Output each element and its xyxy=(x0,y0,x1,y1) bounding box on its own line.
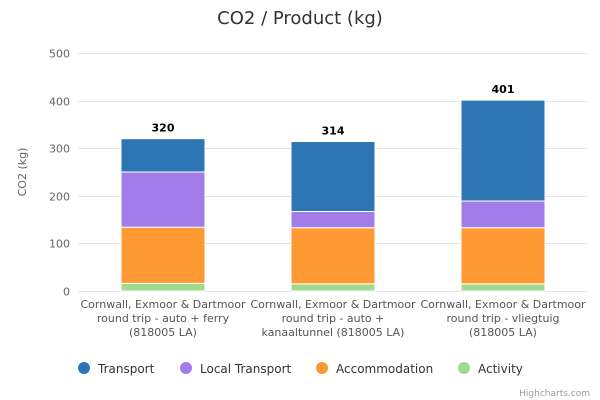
legend-marker xyxy=(458,362,470,374)
bar-activity[interactable] xyxy=(120,282,206,292)
bar-activity[interactable] xyxy=(290,283,376,292)
bar-local-transport[interactable] xyxy=(290,211,376,229)
legend-item-accommodation[interactable]: Accommodation xyxy=(316,362,433,376)
x-category-line: (818005 LA) xyxy=(469,326,537,339)
legend-label: Local Transport xyxy=(200,362,292,376)
y-axis-ticks: 0 100 200 300 400 500 xyxy=(49,48,70,299)
y-tick-label: 200 xyxy=(49,191,70,204)
x-category-label: Cornwall, Exmoor & Dartmoor round trip - … xyxy=(250,298,416,339)
y-tick-label: 100 xyxy=(49,238,70,251)
bar-activity[interactable] xyxy=(460,283,546,292)
x-category-line: kanaaltunnel (818005 LA) xyxy=(262,326,405,339)
legend-item-local-transport[interactable]: Local Transport xyxy=(180,362,292,376)
bar-local-transport[interactable] xyxy=(460,200,546,229)
bar-accommodation[interactable] xyxy=(120,226,206,284)
y-axis-title: CO2 (kg) xyxy=(16,148,29,197)
x-category-label: Cornwall, Exmoor & Dartmoor round trip - … xyxy=(420,298,586,339)
legend-marker xyxy=(78,362,90,374)
total-label: 401 xyxy=(492,83,515,96)
bar-transport[interactable] xyxy=(120,138,206,173)
credits-link[interactable]: Highcharts.com xyxy=(519,389,590,399)
legend-marker xyxy=(316,362,328,374)
legend-marker xyxy=(180,362,192,374)
y-tick-label: 300 xyxy=(49,143,70,156)
bar-transport[interactable] xyxy=(460,99,546,202)
bar-accommodation[interactable] xyxy=(290,227,376,285)
total-labels: 320 314 401 xyxy=(152,83,515,137)
bar-transport[interactable] xyxy=(290,141,376,213)
x-category-line: Cornwall, Exmoor & Dartmoor xyxy=(80,298,246,311)
x-category-label: Cornwall, Exmoor & Dartmoor round trip - … xyxy=(80,298,246,339)
x-category-line: round trip - auto + xyxy=(282,312,385,325)
bars xyxy=(120,99,546,292)
x-category-line: Cornwall, Exmoor & Dartmoor xyxy=(420,298,586,311)
legend: Transport Local Transport Accommodation Act… xyxy=(78,362,523,376)
legend-label: Transport xyxy=(97,362,155,376)
bar-accommodation[interactable] xyxy=(460,227,546,285)
total-label: 320 xyxy=(152,122,175,135)
legend-item-transport[interactable]: Transport xyxy=(78,362,155,376)
x-category-line: Cornwall, Exmoor & Dartmoor xyxy=(250,298,416,311)
legend-item-activity[interactable]: Activity xyxy=(458,362,523,376)
total-label: 314 xyxy=(322,125,345,138)
y-tick-label: 400 xyxy=(49,96,70,109)
bar-local-transport[interactable] xyxy=(120,171,206,228)
y-tick-label: 0 xyxy=(63,286,70,299)
chart-title: CO2 / Product (kg) xyxy=(217,8,383,29)
x-category-line: round trip - auto + ferry xyxy=(97,312,230,325)
y-tick-label: 500 xyxy=(49,48,70,61)
x-category-line: (818005 LA) xyxy=(129,326,197,339)
x-axis-labels: Cornwall, Exmoor & Dartmoor round trip - … xyxy=(80,298,586,339)
x-category-line: round trip - vliegtuig xyxy=(447,312,560,325)
legend-label: Activity xyxy=(478,362,523,376)
legend-label: Accommodation xyxy=(336,362,433,376)
